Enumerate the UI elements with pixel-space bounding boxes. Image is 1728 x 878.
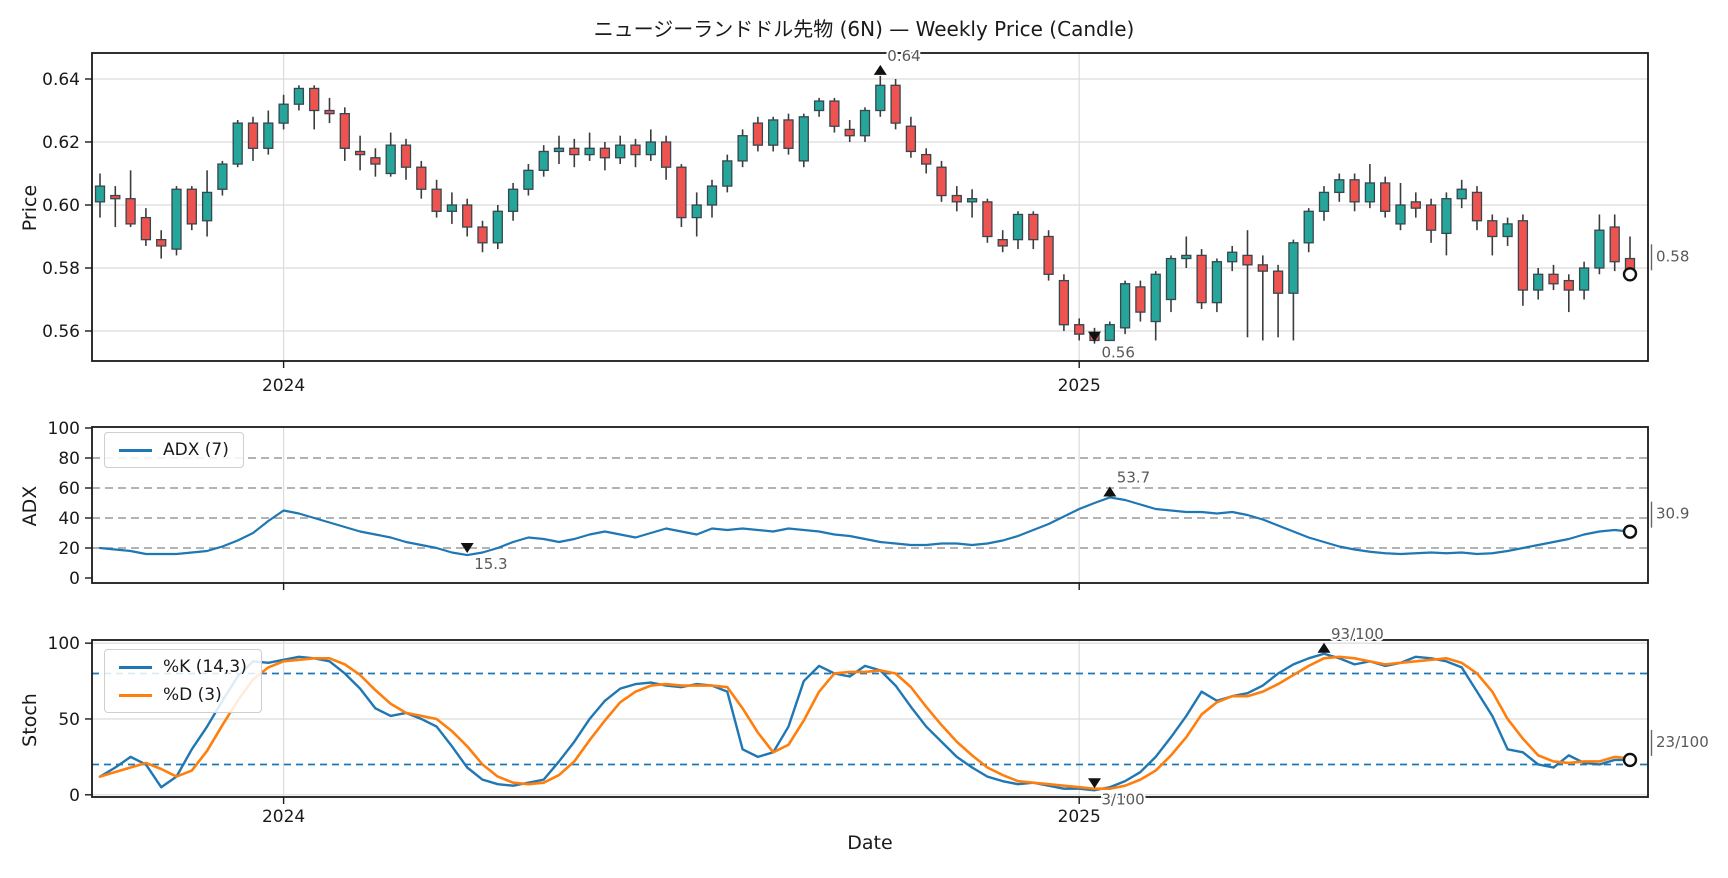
svg-text:30.9: 30.9 [1656,505,1689,523]
svg-text:0.56: 0.56 [1102,344,1135,362]
svg-text:23/100: 23/100 [1656,733,1709,751]
d-legend-label: %D (3) [163,685,222,705]
svg-text:15.3: 15.3 [474,555,507,573]
adx-line-swatch [119,448,152,452]
svg-text:53.7: 53.7 [1117,468,1150,486]
stoch-legend-entry-d: %D (3) [119,685,247,705]
svg-text:0.60: 0.60 [42,196,80,216]
svg-text:80: 80 [58,449,80,469]
svg-text:100: 100 [48,634,80,654]
price-ylabel: Price [19,184,41,232]
chart-title: ニュージーランドドル先物 (6N) — Weekly Price (Candle… [593,17,1135,41]
k-line-swatch [119,665,152,669]
svg-text:2024: 2024 [262,376,305,396]
stoch-legend-entry-k: %K (14,3) [119,657,247,677]
svg-text:0: 0 [69,786,80,806]
svg-text:2024: 2024 [262,807,305,827]
adx-legend: ADX (7) [104,432,244,468]
adx-ylabel: ADX [19,485,41,527]
k-legend-label: %K (14,3) [163,657,247,677]
svg-text:0: 0 [69,569,80,589]
svg-text:20: 20 [58,539,80,559]
svg-text:0.64: 0.64 [42,70,80,90]
svg-text:93/100: 93/100 [1331,625,1384,643]
d-line-swatch [119,693,152,697]
svg-text:50: 50 [58,710,80,730]
svg-text:0.56: 0.56 [42,322,80,342]
date-xlabel: Date [847,832,893,854]
svg-text:2025: 2025 [1058,807,1101,827]
svg-text:3/100: 3/100 [1102,790,1145,808]
svg-text:0.58: 0.58 [42,259,80,279]
stoch-legend: %K (14,3) %D (3) [104,649,262,713]
svg-text:2025: 2025 [1058,376,1101,396]
svg-text:100: 100 [48,419,80,439]
svg-text:0.62: 0.62 [42,133,80,153]
svg-text:0.64: 0.64 [887,47,920,65]
svg-text:40: 40 [58,509,80,529]
svg-text:60: 60 [58,479,80,499]
adx-legend-label: ADX (7) [163,440,229,460]
svg-text:0.58: 0.58 [1656,247,1689,265]
stoch-ylabel: Stoch [19,693,41,747]
adx-legend-entry: ADX (7) [119,440,229,460]
